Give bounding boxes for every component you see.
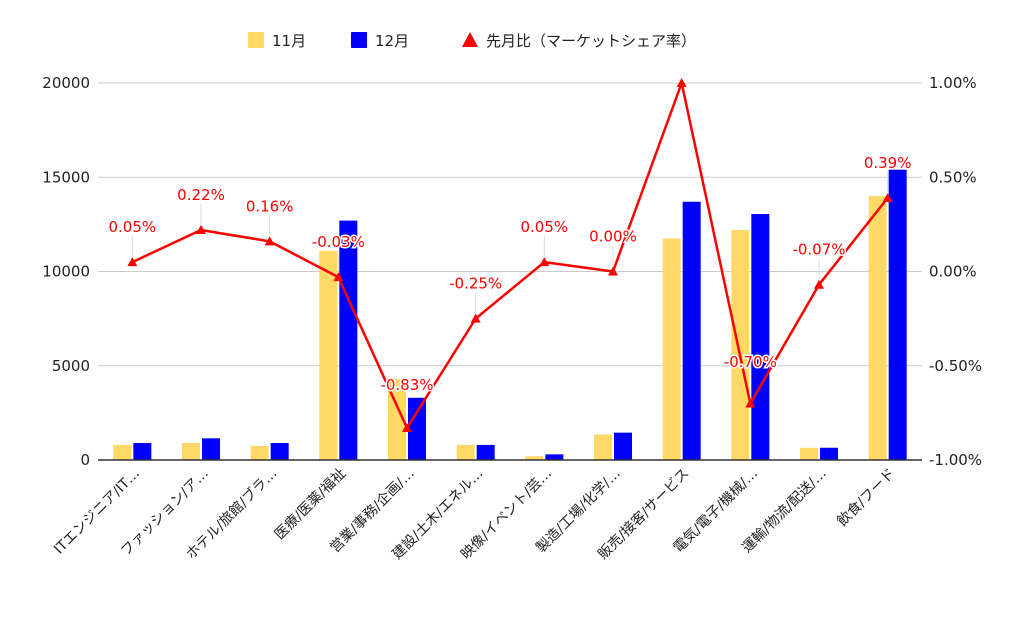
bar-dec [133,443,152,460]
axes: 0 5000 10000 15000 20000 -1.00% -0.50% 0.00% 0.5… [42,74,982,563]
data-label: 0.00% [589,228,637,246]
share-point [470,313,481,323]
bar-nov [250,445,269,460]
data-label: -0.03% [312,233,365,251]
share-point [127,257,138,267]
bar-dec [270,443,289,460]
bar-dec [888,169,907,460]
y-left-tick-label: 0 [80,451,90,469]
bar-dec [820,447,838,460]
legend-label: 11月 [272,32,306,50]
bar-dec [476,444,495,460]
share-point [882,192,893,202]
bar-dec [202,438,220,460]
bar-dec [339,220,358,460]
bar-nov [594,434,612,460]
y-right-tick-label: 0.50% [929,168,977,186]
bar-nov [800,447,818,460]
gridlines [98,82,922,367]
data-label: -0.83% [380,376,433,394]
y-right-tick-label: -1.00% [929,451,982,469]
bar-nov [731,230,750,460]
y-left-tick-label: 20000 [42,74,90,92]
data-label: 0.39% [864,154,912,172]
legend-label: 12月 [375,32,409,50]
y-right-tick-label: -0.50% [929,357,982,375]
data-label: -0.07% [792,241,845,259]
x-category-label: 医療/医薬/福祉 [271,465,349,543]
data-label: 0.05% [109,218,157,236]
share-line [127,78,893,432]
bar-nov [182,443,200,460]
bar-nov [388,378,406,460]
legend-triangle-icon [462,32,478,47]
data-label: 0.22% [177,186,225,204]
y-left-tick-label: 10000 [42,263,90,281]
share-point [745,398,756,408]
bar-dec [545,454,564,460]
share-point [196,225,206,235]
data-label: 0.05% [521,218,569,236]
bar-dec [751,214,770,460]
share-point [539,257,550,267]
legend-swatch-nov [248,32,264,48]
x-category-label: 飲食/フード [834,465,899,530]
legend-swatch-dec [351,32,367,48]
share-point [264,236,275,246]
bars [113,169,907,460]
legend-label: 先月比（マーケットシェア率） [486,32,696,50]
bar-nov [868,196,887,460]
y-right-tick-label: 0.00% [929,263,977,281]
share-line-path [131,81,889,430]
bar-dec [682,201,701,460]
legend: 11月 12月 先月比（マーケットシェア率） [248,32,696,50]
share-point [676,78,687,87]
share-point [814,279,824,289]
data-label: 0.16% [246,197,294,215]
bar-nov [456,444,475,460]
y-left-tick-label: 15000 [42,168,90,186]
share-point [333,272,344,282]
data-label: -0.70% [724,353,777,371]
share-point [608,266,618,276]
y-right-tick-label: 1.00% [929,74,977,92]
bar-dec [614,432,632,460]
bar-nov [113,444,132,460]
bar-nov [525,456,544,460]
bar-nov [662,238,681,460]
data-label: -0.25% [449,275,502,293]
y-left-tick-label: 5000 [52,357,90,375]
bar-dec [408,397,426,460]
share-point [402,422,412,432]
data-labels: 0.05% 0.22% 0.16% -0.03% -0.83% -0.25% 0.05% 0.… [107,152,913,395]
bar-nov [319,250,338,460]
